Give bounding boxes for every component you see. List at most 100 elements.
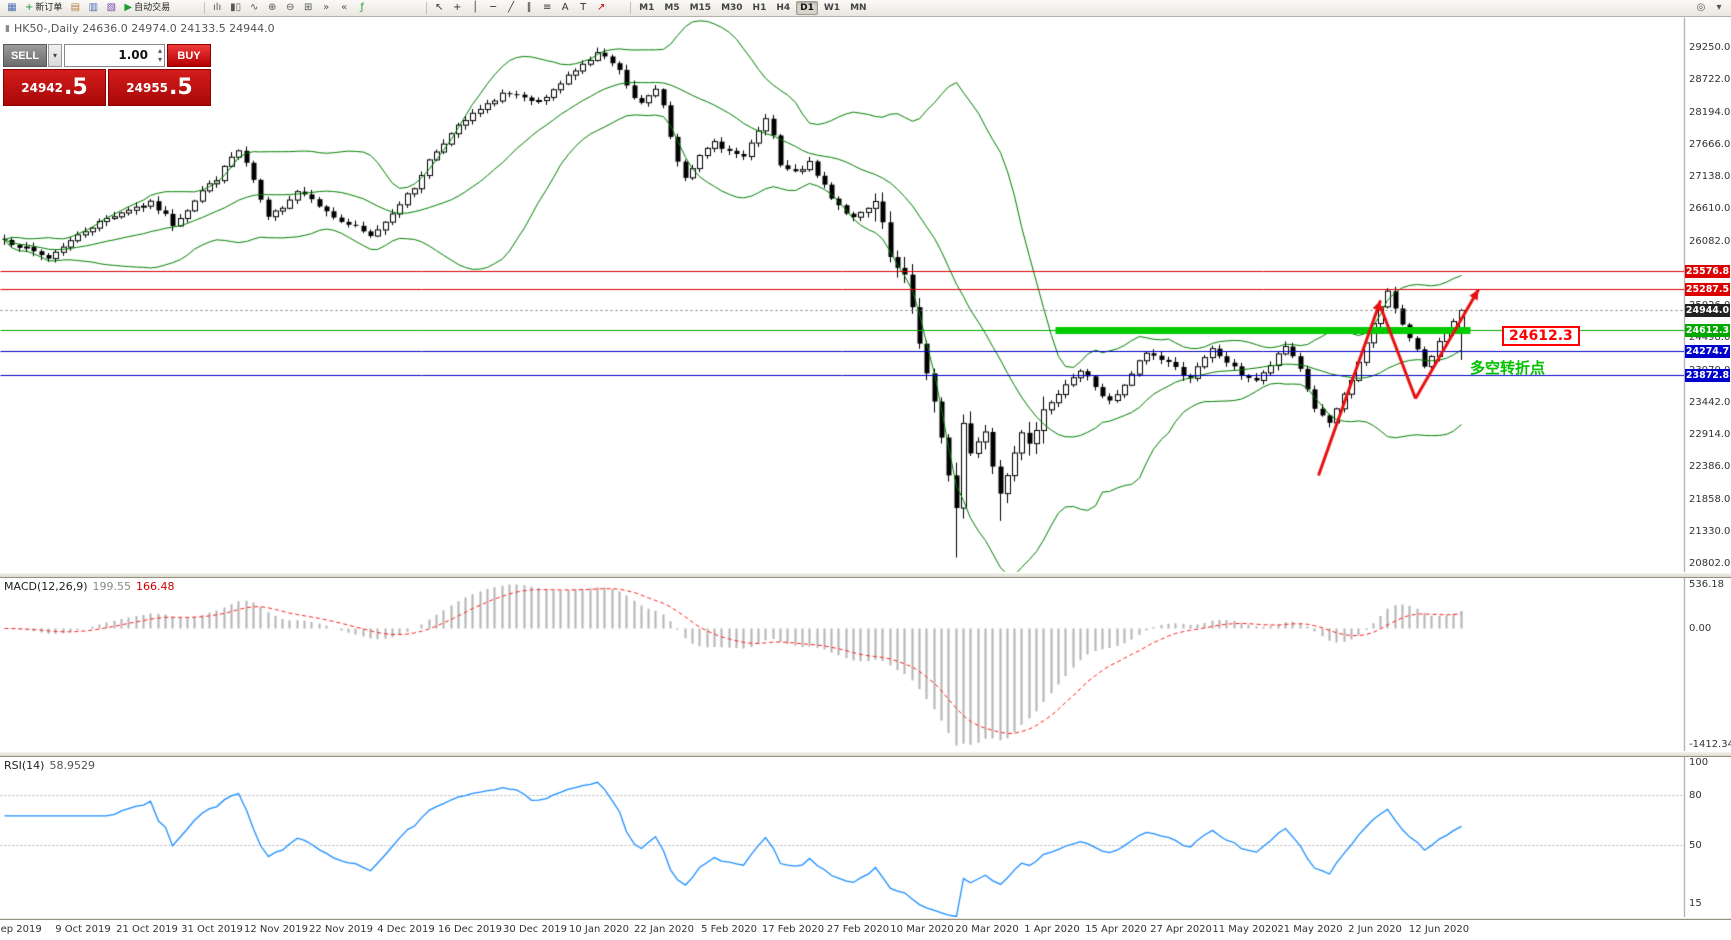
timeframe-button-m1[interactable]: M1	[639, 3, 655, 13]
chevron-down-icon[interactable]: ▾	[1711, 1, 1727, 15]
autotrading-button-label: 自动交易	[134, 3, 171, 13]
volume-dropdown-button[interactable]: ▾	[48, 44, 62, 67]
price-axis-label: 28722.0	[1689, 74, 1731, 85]
timeframe-button-d1[interactable]: D1	[796, 1, 818, 15]
pane-separator[interactable]	[0, 572, 1731, 578]
date-axis-label: 21 Oct 2019	[116, 924, 178, 935]
line-chart-icon[interactable]: ∿	[246, 1, 262, 15]
pane-separator[interactable]	[0, 917, 1731, 920]
price-axis-label: 28194.0	[1689, 107, 1731, 118]
date-axis-label: 12 Jun 2020	[1408, 924, 1470, 935]
timeframe-button-w1[interactable]: W1	[823, 3, 841, 13]
market-watch-icon: ▥	[88, 2, 99, 13]
stepper-up-icon: ▴	[157, 46, 162, 55]
sell-price-button[interactable]: 24942.5	[3, 69, 106, 106]
trendline-icon: ╱	[508, 2, 515, 13]
bar-chart-icon[interactable]: ılı	[209, 1, 225, 15]
new-order-button[interactable]: + 新订单	[22, 1, 65, 15]
date-axis-label: 22 Jan 2020	[634, 924, 694, 935]
timeframe-button-m5[interactable]: M5	[664, 3, 680, 13]
zoom-out-icon[interactable]: ⊖	[282, 1, 298, 15]
toolbar-separator	[204, 2, 206, 14]
date-axis-label: 22 Nov 2019	[308, 924, 374, 935]
vertical-line-icon[interactable]: │	[467, 1, 483, 15]
indicators-icon: ƒ	[360, 2, 364, 13]
chart-window-icon[interactable]: ▦	[4, 1, 20, 15]
text-label-icon[interactable]: T	[575, 1, 591, 15]
price-axis-label: 21330.0	[1689, 526, 1731, 537]
pane-separator[interactable]	[0, 751, 1731, 757]
arrow-tool-icon[interactable]: ↗	[593, 1, 609, 15]
fibonacci-icon: ≡	[542, 2, 552, 13]
chinese-annotation-text[interactable]: 多空转折点	[1470, 359, 1546, 377]
price-tag: 25287.5	[1685, 283, 1730, 296]
price-axis-label: 27666.0	[1689, 139, 1731, 150]
candlestick-chart-icon: ▮▯	[230, 2, 242, 13]
timeframe-button-mn[interactable]: MN	[850, 3, 867, 13]
timeframe-button-h1[interactable]: H1	[752, 3, 767, 13]
macd-axis-label: 536.18	[1689, 579, 1724, 590]
vertical-line-icon: │	[472, 2, 479, 13]
chart-window-icon: ▦	[7, 2, 17, 13]
zoom-in-icon[interactable]: ⊕	[264, 1, 280, 15]
crosshair-icon: +	[452, 2, 462, 13]
autotrading-button: ▶	[124, 2, 133, 13]
price-axis-label: 27138.0	[1689, 171, 1731, 182]
chart-profiles-icon[interactable]: ▤	[67, 1, 83, 15]
navigator-icon[interactable]: ▧	[103, 1, 119, 15]
volume-stepper[interactable]: ▴ ▾	[158, 46, 162, 64]
new-order-button-label: 新订单	[35, 3, 63, 13]
date-axis-label: 31 Oct 2019	[181, 924, 243, 935]
macd-indicator-label: MACD(12,26,9) 199.55 166.48	[4, 580, 175, 593]
price-axis-label: 22386.0	[1689, 461, 1731, 472]
date-axis-label: 12 Nov 2019	[243, 924, 309, 935]
autotrading-button[interactable]: ▶ 自动交易	[121, 1, 173, 15]
date-axis-label: 15 Apr 2020	[1085, 924, 1147, 935]
bar-chart-icon: ılı	[212, 2, 222, 13]
chart-shift-icon[interactable]: «	[336, 1, 352, 15]
buy-price-button[interactable]: 24955.5	[108, 69, 211, 106]
candlestick-chart-icon[interactable]: ▮▯	[227, 1, 244, 15]
buy-button[interactable]: BUY	[167, 44, 211, 67]
timeframe-button-m30[interactable]: M30	[721, 3, 743, 13]
volume-field[interactable]: 1.00 ▴ ▾	[64, 44, 165, 67]
tile-windows-icon[interactable]: ⊞	[300, 1, 316, 15]
cursor-icon[interactable]: ↖	[431, 1, 447, 15]
chart-canvas[interactable]	[0, 17, 1731, 940]
magnifier-icon[interactable]: ◎	[1693, 1, 1709, 15]
date-axis-label: 11 May 2020	[1212, 924, 1278, 935]
price-tag: 24612.3	[1685, 324, 1730, 337]
date-axis-label: 10 Mar 2020	[890, 924, 954, 935]
date-axis[interactable]	[0, 920, 1731, 940]
date-axis-label: 2 Jun 2020	[1348, 924, 1402, 935]
text-label-icon: T	[580, 2, 587, 13]
auto-scroll-icon[interactable]: »	[318, 1, 334, 15]
timeframe-button-m15[interactable]: M15	[689, 3, 712, 13]
price-axis-label: 20802.0	[1689, 558, 1731, 569]
price-tag: 25576.8	[1685, 265, 1730, 278]
price-callout-label[interactable]: 24612.3	[1502, 326, 1580, 346]
horizontal-line-icon[interactable]: ─	[485, 1, 501, 15]
rsi-axis-label: 100	[1689, 757, 1709, 768]
date-axis-label: 20 Mar 2020	[955, 924, 1019, 935]
toolbar-separator	[426, 2, 428, 14]
rsi-value: 58.9529	[49, 759, 95, 772]
date-axis-label: 9 Oct 2019	[55, 924, 111, 935]
text-icon: A	[561, 2, 569, 13]
crosshair-icon[interactable]: +	[449, 1, 465, 15]
toolbar-right-group: ◎ ▾	[1692, 1, 1728, 15]
indicators-icon[interactable]: ƒ	[354, 1, 370, 15]
buy-price-pips: .5	[169, 74, 193, 100]
chevron-down-icon: ▾	[1716, 2, 1722, 13]
fibonacci-icon[interactable]: ≡	[539, 1, 555, 15]
text-icon[interactable]: A	[557, 1, 573, 15]
trendline-icon[interactable]: ╱	[503, 1, 519, 15]
channel-icon[interactable]: ∥	[521, 1, 537, 15]
market-watch-icon[interactable]: ▥	[85, 1, 101, 15]
timeframe-button-h4[interactable]: H4	[776, 3, 791, 13]
sell-button[interactable]: SELL	[3, 44, 47, 67]
symbol-info-text: HK50-,Daily 24636.0 24974.0 24133.5 2494…	[13, 22, 275, 35]
macd-name: MACD(12,26,9)	[4, 580, 88, 593]
rsi-axis-label: 50	[1689, 840, 1702, 851]
